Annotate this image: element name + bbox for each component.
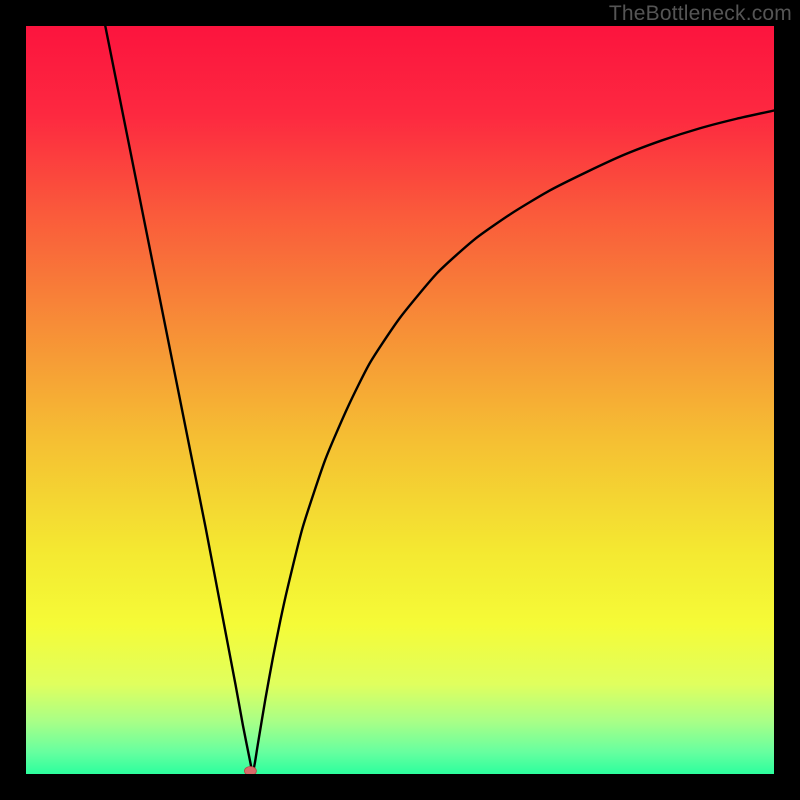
watermark-text: TheBottleneck.com: [609, 2, 792, 26]
chart-container: TheBottleneck.com: [0, 0, 800, 800]
chart-background-gradient: [26, 26, 774, 774]
bottleneck-chart: [0, 0, 800, 800]
